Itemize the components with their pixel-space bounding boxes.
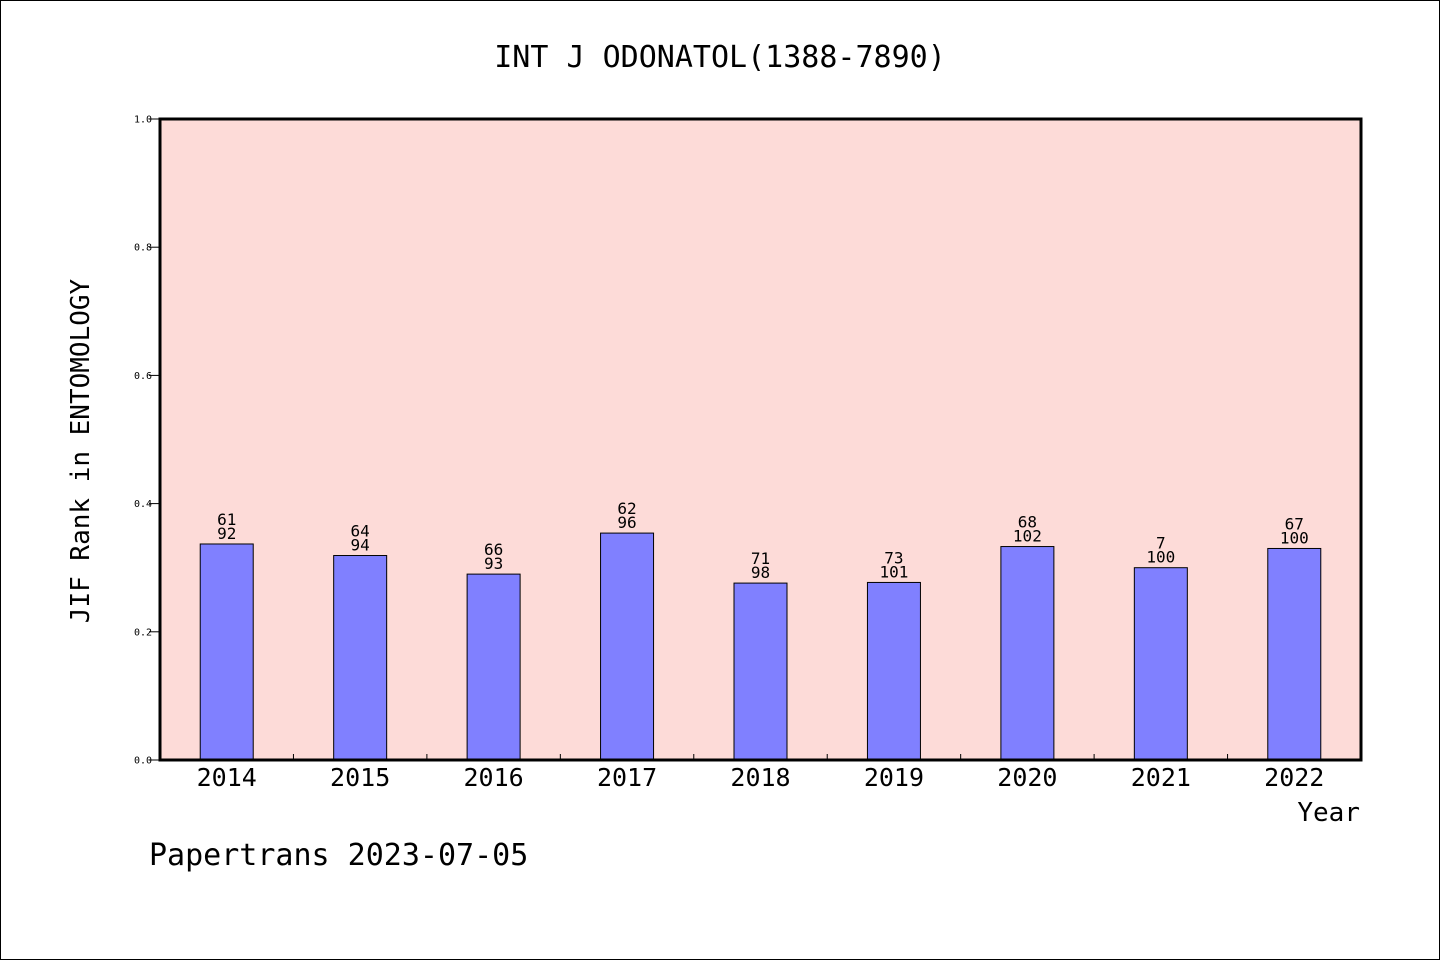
plot-border bbox=[158, 117, 1363, 762]
y-tick-label: 0.2 bbox=[134, 627, 152, 638]
bar-rank-label: 61 bbox=[217, 510, 236, 529]
bar-total-label: 96 bbox=[617, 513, 636, 532]
footer-credit: Papertrans 2023-07-05 bbox=[149, 838, 528, 873]
bar-total-label: 100 bbox=[1146, 548, 1175, 567]
bar-2022 bbox=[1267, 547, 1322, 761]
x-tick-label: 2021 bbox=[1131, 763, 1191, 792]
bar-rank-label: 68 bbox=[1018, 513, 1037, 532]
x-tick-label: 2016 bbox=[464, 763, 524, 792]
y-tick-label: 1.0 bbox=[134, 115, 152, 126]
bar-rank-label: 7 bbox=[1156, 534, 1166, 553]
bar-2018 bbox=[733, 582, 788, 761]
bar-total-label: 101 bbox=[879, 562, 908, 581]
bar-2021 bbox=[1133, 567, 1188, 761]
bar-rank-label: 67 bbox=[1285, 514, 1304, 533]
bar-total-label: 92 bbox=[217, 524, 236, 543]
bar-total-label: 93 bbox=[484, 554, 503, 573]
bar-rank-label: 66 bbox=[484, 540, 503, 559]
y-axis-label: JIF Rank in ENTOMOLOGY bbox=[66, 278, 96, 623]
y-tick-label: 0.4 bbox=[134, 499, 152, 510]
x-axis-label: Year bbox=[1297, 798, 1360, 828]
y-tick-label: 0.0 bbox=[134, 756, 152, 767]
bar-rank-label: 64 bbox=[351, 522, 370, 541]
x-tick-label: 2019 bbox=[864, 763, 924, 792]
y-ticks-group: 0.0 0.2 0.4 0.6 0.8 1.0 bbox=[134, 115, 160, 767]
x-tick-label: 2014 bbox=[197, 763, 257, 792]
bar-2020 bbox=[1000, 546, 1055, 761]
bars-group bbox=[199, 532, 1322, 761]
bar-2015 bbox=[333, 555, 388, 761]
bar-total-label: 102 bbox=[1013, 527, 1042, 546]
bar-2019 bbox=[866, 581, 921, 761]
x-tick-label: 2020 bbox=[997, 763, 1057, 792]
bar-2016 bbox=[466, 573, 521, 761]
bar-rank-label: 71 bbox=[751, 549, 770, 568]
bar-2014 bbox=[199, 543, 254, 761]
y-tick-label: 0.8 bbox=[134, 243, 152, 254]
x-tick-label: 2017 bbox=[597, 763, 657, 792]
bar-total-label: 94 bbox=[351, 536, 370, 555]
x-ticks-group: 2014 2015 2016 2017 2018 2019 2020 2021 2022 bbox=[197, 754, 1324, 792]
x-tick-label: 2018 bbox=[730, 763, 790, 792]
y-tick-label: 0.6 bbox=[134, 371, 152, 382]
bar-rank-label: 73 bbox=[884, 548, 903, 567]
bar-total-label: 98 bbox=[751, 563, 770, 582]
bar-total-label: 100 bbox=[1280, 528, 1309, 547]
x-tick-label: 2022 bbox=[1264, 763, 1324, 792]
bar-rank-label: 62 bbox=[617, 499, 636, 518]
chart-title: INT J ODONATOL(1388-7890) bbox=[494, 40, 946, 75]
bar-2017 bbox=[600, 532, 655, 761]
x-tick-label: 2015 bbox=[330, 763, 390, 792]
